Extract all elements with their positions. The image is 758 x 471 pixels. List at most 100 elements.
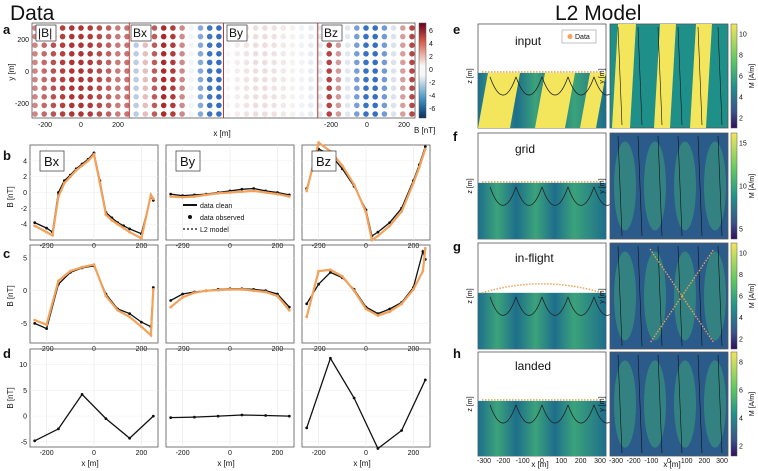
data-point [412, 181, 415, 185]
map-dot [206, 51, 213, 57]
map-dot [363, 33, 369, 40]
map-dot [289, 25, 296, 31]
model-cbar-tick: 6 [739, 294, 743, 301]
map-dot [32, 85, 38, 91]
data-point [317, 282, 320, 286]
data-point [352, 396, 356, 400]
legend-label-model: L2 model [200, 227, 229, 234]
model-section-field [478, 292, 606, 349]
map-dot [354, 68, 360, 74]
map-dot [308, 102, 314, 109]
map-dot [225, 102, 231, 109]
map-dot [289, 42, 296, 48]
panel-letter-g: g [453, 239, 461, 254]
map-dot [262, 33, 268, 40]
data-point [104, 213, 108, 217]
map-dot [298, 85, 305, 91]
map-dot [170, 85, 176, 91]
map-dot [400, 59, 406, 66]
data-point [45, 323, 48, 327]
data-point [228, 288, 232, 291]
map-dot [381, 94, 388, 100]
map-dot [271, 102, 277, 109]
map-dot [363, 51, 369, 57]
map-dot [354, 94, 360, 100]
map-dot [197, 59, 204, 66]
map-dot [188, 85, 195, 91]
model-xtick: 200 [698, 458, 710, 465]
streamline [515, 404, 543, 424]
data-point [388, 307, 392, 311]
map-dot [105, 85, 112, 91]
data-point [181, 292, 185, 296]
map-dot [96, 85, 103, 91]
streamline [541, 296, 569, 316]
map-dot [225, 59, 231, 66]
map-dot [188, 25, 195, 31]
map-dot [344, 59, 351, 66]
map-dot [363, 102, 369, 109]
streamline [489, 404, 517, 424]
map-dot [69, 68, 75, 74]
map-dot [225, 85, 231, 91]
map-dot [400, 102, 406, 109]
map-dot [262, 85, 268, 91]
map-dot [280, 51, 287, 57]
flight-path [649, 248, 683, 344]
map-dot [308, 85, 314, 91]
map-dot [271, 51, 277, 57]
map-dot [271, 33, 277, 40]
map-dot [225, 76, 231, 83]
map-dot [363, 76, 369, 83]
map-dot [115, 102, 121, 109]
data-point [181, 295, 185, 299]
map-dot [105, 76, 112, 83]
map-dot [243, 76, 250, 83]
data-header: Data [10, 2, 55, 25]
map-dot [409, 33, 415, 40]
map-dot [289, 51, 296, 57]
map-dot [363, 111, 369, 117]
map-dot [87, 76, 93, 83]
data-point [240, 288, 244, 291]
map-dot [216, 68, 222, 74]
x-tick-label: 200 [136, 450, 148, 457]
data-point [400, 302, 403, 306]
map-dot [78, 59, 84, 66]
legend-swatch-observed [188, 215, 192, 219]
data-point [80, 393, 84, 396]
map-dot [326, 94, 333, 100]
field-lobe [644, 360, 666, 448]
map-dot [409, 111, 415, 117]
data-point [68, 175, 72, 179]
map-dot [50, 59, 57, 66]
map-dot [280, 102, 287, 109]
map-dot [308, 76, 314, 83]
streamline [617, 245, 623, 347]
model-xtick: 0 [540, 458, 544, 465]
data-point [264, 290, 267, 294]
map-dot [124, 59, 130, 66]
model-label-landed: landed [515, 359, 551, 373]
data-point [276, 294, 279, 298]
data-point [116, 308, 120, 312]
data-point [104, 294, 108, 298]
map-dot [390, 25, 397, 31]
panel-letter-d: d [3, 346, 11, 361]
map-xtick: -200 [324, 122, 338, 129]
data-point [376, 234, 380, 238]
map-dot [160, 111, 167, 117]
x-tick-label: 200 [272, 450, 284, 457]
map-dot [280, 33, 287, 40]
map-dot [400, 85, 406, 91]
data-point [317, 269, 320, 273]
map-dot [170, 68, 176, 74]
map-dot [69, 42, 75, 48]
map-dot [216, 25, 222, 31]
model-zlabel: z [m] [467, 178, 474, 193]
map-dot [381, 25, 388, 31]
map-dot [409, 42, 415, 48]
x-tick-label: 0 [228, 450, 232, 457]
data-point [63, 181, 66, 185]
data-point [116, 222, 120, 226]
